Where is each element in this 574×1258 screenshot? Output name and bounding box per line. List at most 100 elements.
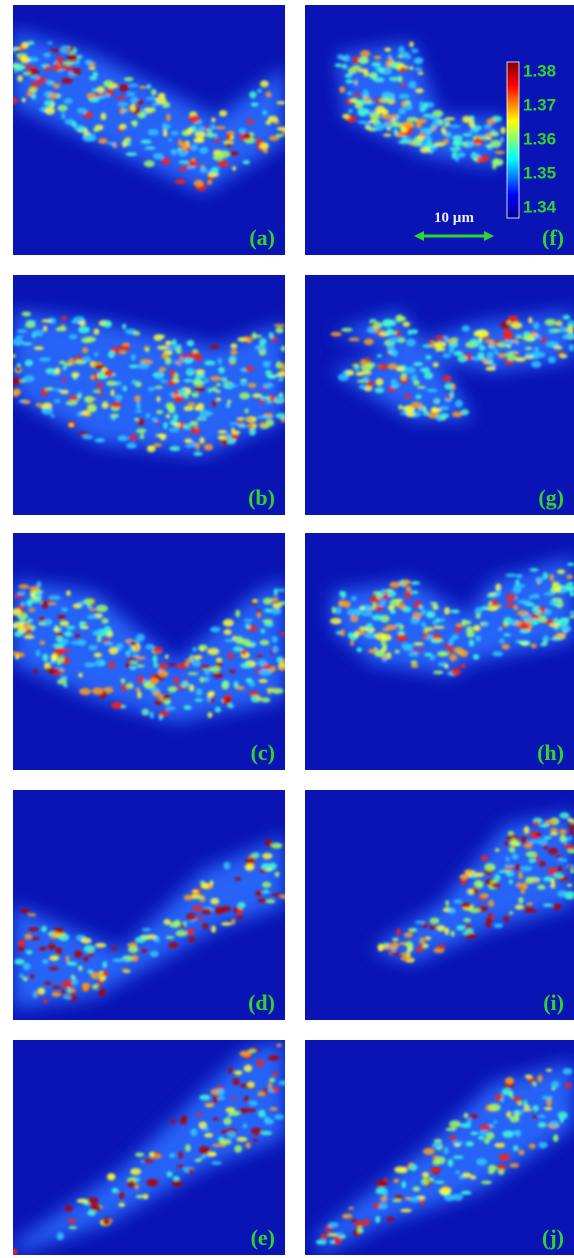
speckle-dot	[498, 353, 507, 358]
speckle-dot	[243, 1123, 248, 1128]
speckle-dot	[450, 931, 454, 937]
speckle-dot	[415, 921, 426, 924]
speckle-dot	[205, 668, 211, 675]
speckle-dot	[345, 73, 353, 77]
speckle-dot	[559, 587, 567, 594]
speckle-dot	[45, 668, 56, 672]
speckle-dot	[195, 895, 204, 898]
speckle-dot	[199, 1095, 210, 1101]
speckle-dot	[523, 1108, 532, 1111]
speckle-dot	[430, 924, 435, 930]
speckle-dot	[495, 848, 500, 851]
speckle-dot	[210, 345, 219, 349]
speckle-dot	[186, 913, 196, 921]
speckle-dot	[256, 138, 262, 145]
speckle-dot	[103, 1218, 111, 1225]
speckle-dot	[192, 905, 201, 911]
speckle-dot	[41, 319, 51, 322]
speckle-dot	[488, 602, 493, 606]
speckle-dot	[24, 635, 35, 639]
speckle-dot	[477, 341, 482, 346]
speckle-dot	[136, 402, 141, 409]
speckle-dot	[195, 387, 205, 392]
speckle-dot	[116, 643, 124, 651]
speckle-dot	[155, 421, 159, 424]
speckle-dot	[71, 975, 76, 980]
speckle-dot	[31, 96, 35, 99]
speckle-dot	[197, 1112, 201, 1117]
speckle-dot	[129, 365, 139, 369]
speckle-dot	[23, 963, 31, 971]
colorbar-label: 1.38	[523, 61, 556, 80]
speckle-dot	[84, 945, 95, 953]
speckle-dot	[512, 853, 519, 859]
speckle-dot	[549, 329, 556, 334]
speckle-dot	[173, 1176, 180, 1181]
speckle-dot	[480, 893, 489, 898]
speckle-dot	[226, 434, 231, 437]
speckle-dot	[51, 414, 55, 418]
speckle-dot	[57, 615, 65, 620]
speckle-dot	[215, 707, 221, 713]
speckle-dot	[449, 1120, 461, 1128]
speckle-dot	[281, 346, 286, 352]
speckle-dot	[201, 1127, 210, 1130]
speckle-dot	[30, 75, 40, 79]
speckle-dot	[13, 389, 19, 397]
speckle-dot	[275, 396, 285, 402]
speckle-dot	[207, 712, 212, 718]
speckle-dot	[25, 360, 33, 367]
speckle-dot	[140, 433, 144, 439]
speckle-dot	[168, 942, 178, 948]
speckle-dot	[89, 76, 97, 80]
speckle-dot	[78, 326, 90, 333]
speckle-dot	[135, 645, 139, 652]
speckle-dot	[141, 140, 152, 144]
speckle-dot	[249, 1100, 258, 1105]
speckle-dot	[165, 707, 176, 711]
speckle-dot	[129, 84, 138, 87]
speckle-dot	[473, 625, 481, 631]
speckle-dot	[126, 443, 137, 449]
speckle-dot	[171, 149, 178, 156]
speckle-dot	[554, 873, 564, 878]
speckle-dot	[234, 1070, 242, 1075]
speckle-dot	[401, 375, 406, 380]
speckle-dot	[252, 332, 257, 339]
speckle-dot	[189, 684, 194, 692]
speckle-dot	[84, 396, 94, 403]
speckle-dot	[111, 1188, 118, 1193]
speckle-dot	[11, 47, 21, 50]
speckle-dot	[411, 49, 418, 53]
speckle-dot	[173, 677, 179, 684]
speckle-dot	[256, 890, 262, 896]
speckle-dot	[354, 81, 359, 84]
speckle-dot	[470, 1114, 478, 1119]
speckle-dot	[223, 629, 231, 635]
speckle-dot	[17, 75, 23, 82]
speckle-dot	[389, 582, 400, 588]
speckle-dot	[78, 127, 86, 132]
speckle-dot	[192, 349, 198, 353]
speckle-dot	[122, 968, 128, 971]
speckle-dot	[39, 357, 51, 361]
speckle-dot	[101, 113, 107, 121]
speckle-dot	[218, 430, 227, 434]
speckle-dot	[223, 862, 230, 870]
speckle-dot	[509, 879, 513, 884]
colorbar-label: 1.36	[523, 129, 556, 148]
speckle-dot	[69, 396, 80, 401]
speckle-dot	[557, 569, 565, 574]
speckle-dot	[453, 1156, 464, 1159]
speckle-dot	[505, 1077, 514, 1085]
speckle-dot	[551, 637, 563, 641]
speckle-dot	[470, 1175, 476, 1179]
speckle-dot	[169, 1153, 176, 1158]
speckle-dot	[174, 422, 181, 427]
speckle-dot	[491, 363, 497, 368]
speckle-dot	[554, 617, 559, 624]
speckle-dot	[429, 1168, 440, 1172]
speckle-dot	[280, 632, 286, 636]
speckle-dot	[43, 999, 47, 1004]
speckle-dot	[389, 62, 396, 67]
